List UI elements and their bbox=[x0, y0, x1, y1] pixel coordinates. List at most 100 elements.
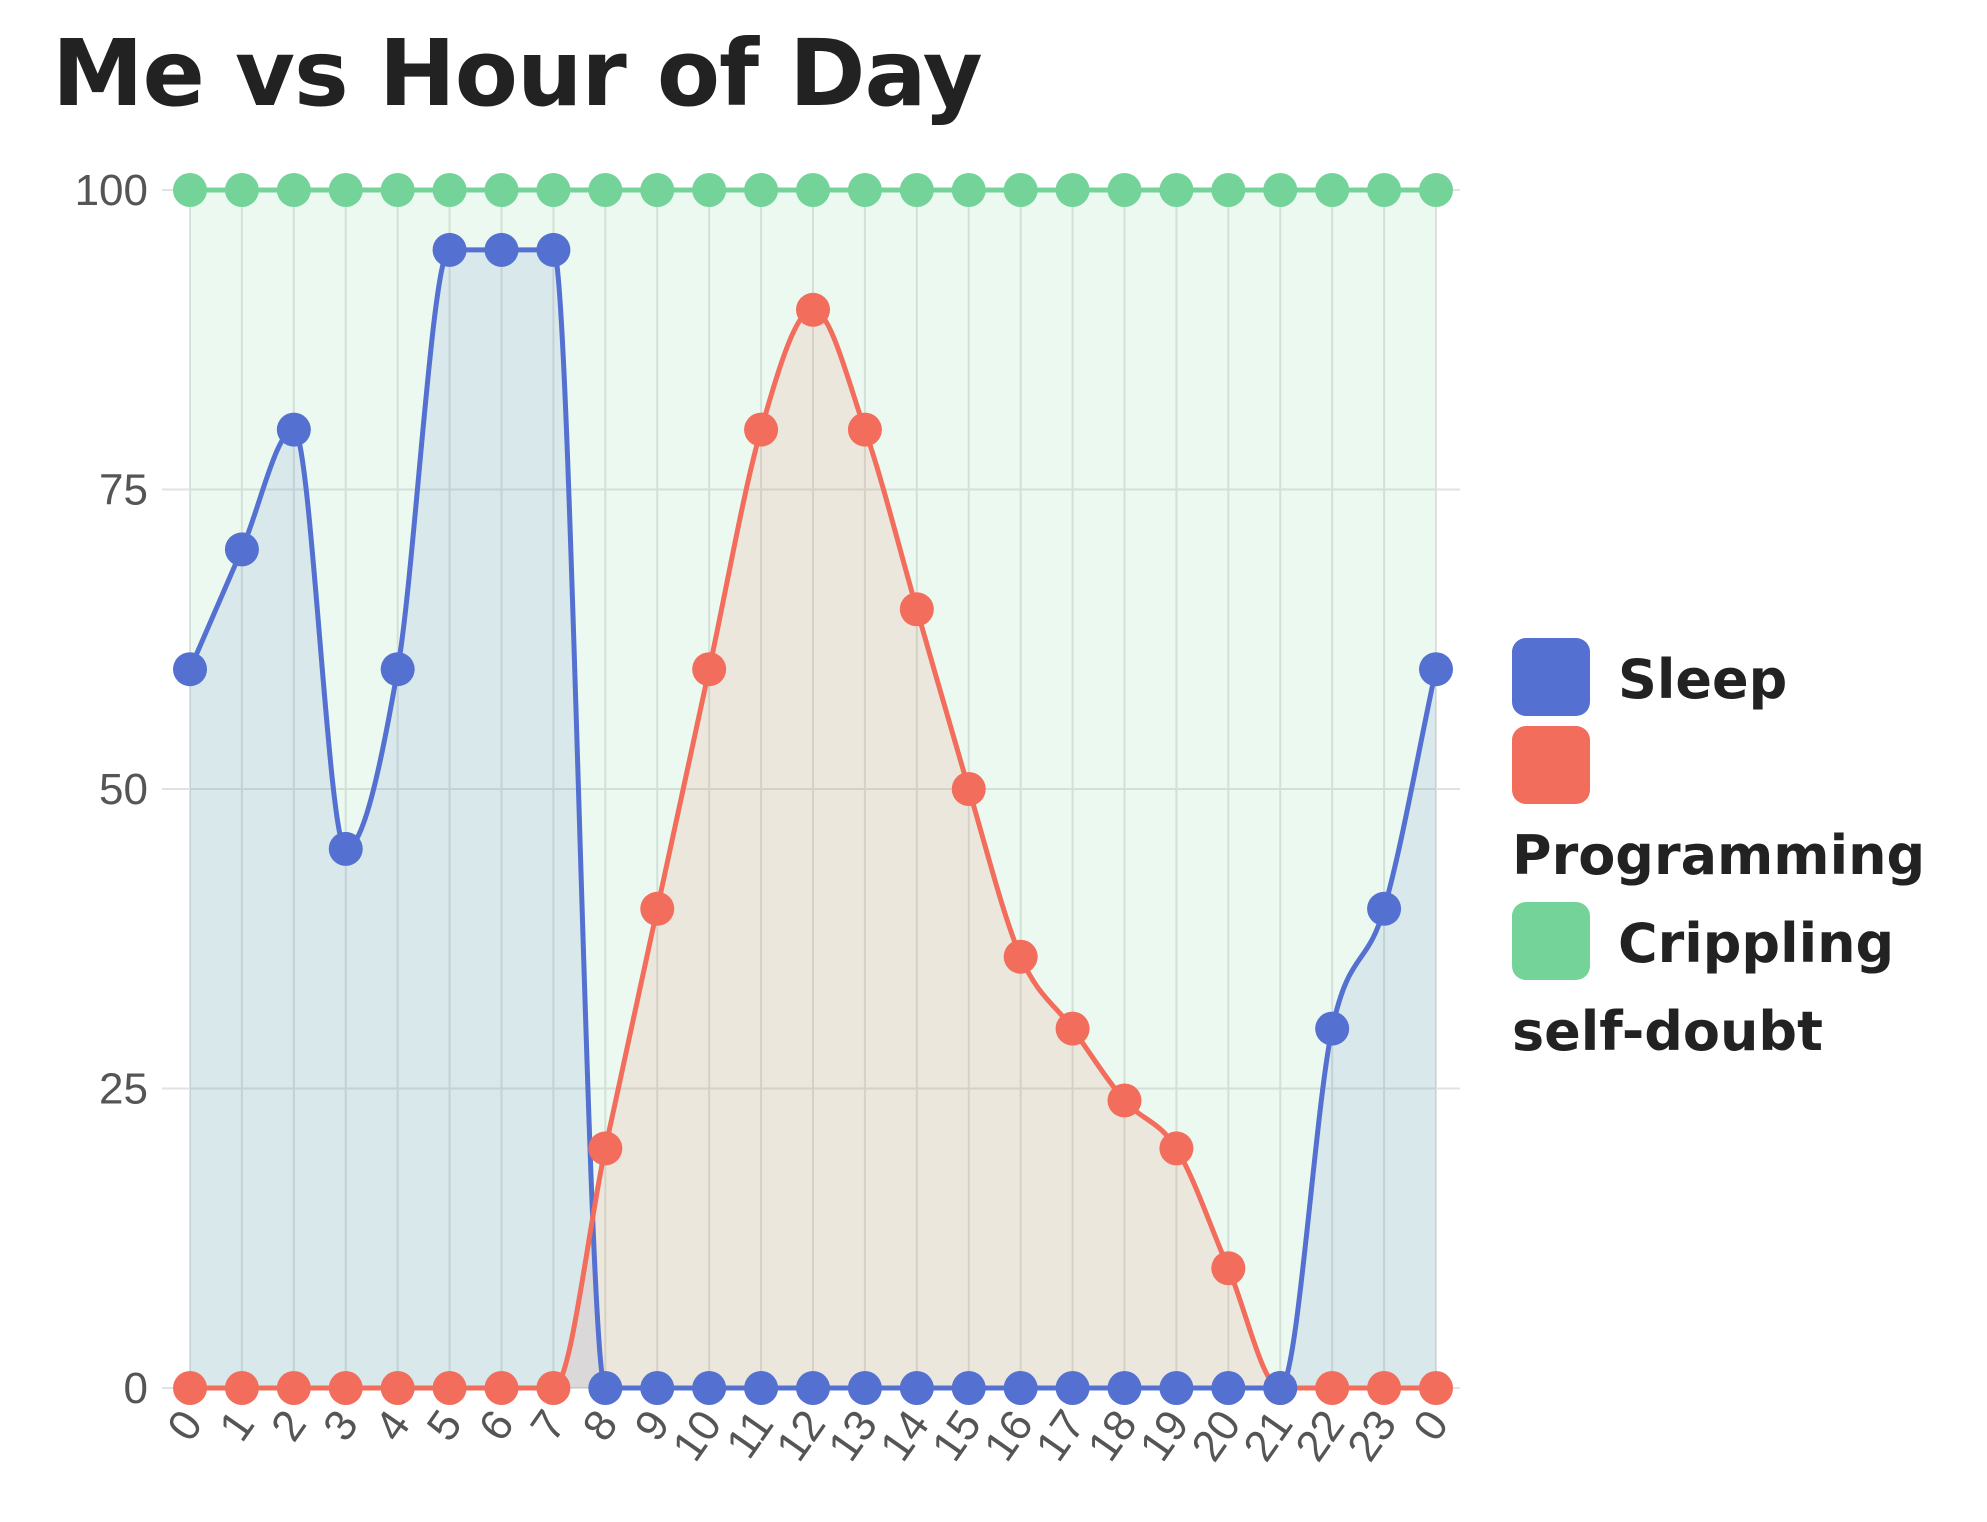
y-tick-label: 50 bbox=[99, 765, 148, 814]
programming-point[interactable] bbox=[224, 1371, 259, 1405]
sleep-point[interactable] bbox=[173, 652, 207, 687]
x-tick-label: 2 bbox=[262, 1402, 316, 1450]
crippling-self-doubt-point[interactable] bbox=[1211, 173, 1246, 207]
programming-point[interactable] bbox=[744, 412, 779, 447]
crippling-self-doubt-point[interactable] bbox=[1159, 173, 1194, 207]
programming-point[interactable] bbox=[1107, 1083, 1142, 1118]
sleep-point[interactable] bbox=[1107, 1371, 1142, 1405]
programming-point[interactable] bbox=[588, 1131, 623, 1166]
programming-point[interactable] bbox=[276, 1371, 311, 1405]
y-tick-label: 100 bbox=[75, 166, 148, 215]
sleep-point[interactable] bbox=[1315, 1011, 1350, 1046]
programming-point[interactable] bbox=[847, 412, 882, 447]
sleep-area bbox=[190, 249, 1436, 1388]
y-tick-label: 0 bbox=[124, 1364, 148, 1413]
legend: Sleep Programming Crippling self-doubt bbox=[1512, 636, 1982, 1076]
x-tick-label: 23 bbox=[1338, 1402, 1406, 1470]
sleep-point[interactable] bbox=[276, 412, 311, 447]
programming-point[interactable] bbox=[951, 772, 986, 806]
x-tick-label: 3 bbox=[314, 1402, 368, 1450]
sleep-point[interactable] bbox=[847, 1371, 882, 1405]
crippling-self-doubt-point[interactable] bbox=[692, 173, 727, 207]
crippling-self-doubt-point[interactable] bbox=[224, 173, 259, 207]
legend-item-programming[interactable]: Programming bbox=[1512, 724, 1982, 900]
crippling-self-doubt-point[interactable] bbox=[484, 173, 519, 207]
sleep-point[interactable] bbox=[1367, 891, 1402, 926]
x-tick-label: 1 bbox=[210, 1402, 264, 1450]
programming-point[interactable] bbox=[1159, 1131, 1194, 1166]
programming-point[interactable] bbox=[380, 1371, 415, 1405]
crippling-self-doubt-point[interactable] bbox=[432, 173, 467, 207]
sleep-point[interactable] bbox=[1055, 1371, 1090, 1405]
crippling-self-doubt-point[interactable] bbox=[796, 173, 830, 207]
programming-point[interactable] bbox=[1367, 1371, 1402, 1405]
crippling-self-doubt-point[interactable] bbox=[899, 173, 934, 207]
sleep-point[interactable] bbox=[380, 652, 415, 687]
x-tick-label: 0 bbox=[1404, 1402, 1458, 1450]
programming-point[interactable] bbox=[899, 592, 934, 627]
crippling-self-doubt-point[interactable] bbox=[173, 173, 207, 207]
crippling-self-doubt-point[interactable] bbox=[1315, 173, 1350, 207]
programming-point[interactable] bbox=[432, 1371, 467, 1405]
legend-swatch-programming bbox=[1512, 726, 1590, 804]
sleep-point[interactable] bbox=[692, 1371, 727, 1405]
crippling-self-doubt-point[interactable] bbox=[1003, 173, 1038, 207]
x-tick-label: 0 bbox=[158, 1402, 212, 1450]
sleep-point[interactable] bbox=[1211, 1371, 1246, 1405]
sleep-point[interactable] bbox=[1419, 652, 1453, 687]
x-tick-label: 4 bbox=[366, 1402, 420, 1450]
crippling-self-doubt-point[interactable] bbox=[276, 173, 311, 207]
legend-item-sleep[interactable]: Sleep bbox=[1512, 636, 1982, 724]
sleep-point[interactable] bbox=[1003, 1371, 1038, 1405]
crippling-self-doubt-point[interactable] bbox=[951, 173, 986, 207]
x-tick-label: 6 bbox=[470, 1402, 524, 1450]
programming-point[interactable] bbox=[1211, 1251, 1246, 1286]
y-axis-ticks: 0 25 50 75 100 bbox=[75, 166, 148, 1413]
legend-label-crippling-self-doubt: Crippling self-doubt bbox=[1512, 912, 1895, 1063]
sleep-point[interactable] bbox=[796, 1371, 830, 1405]
sleep-point[interactable] bbox=[951, 1371, 986, 1405]
programming-point[interactable] bbox=[796, 292, 830, 327]
crippling-self-doubt-point[interactable] bbox=[1367, 173, 1402, 207]
x-tick-label: 7 bbox=[521, 1402, 575, 1450]
sleep-point[interactable] bbox=[224, 532, 259, 567]
sleep-point[interactable] bbox=[899, 1371, 934, 1405]
crippling-self-doubt-point[interactable] bbox=[1055, 173, 1090, 207]
crippling-self-doubt-point[interactable] bbox=[380, 173, 415, 207]
programming-point[interactable] bbox=[328, 1371, 363, 1405]
crippling-self-doubt-point[interactable] bbox=[1419, 173, 1453, 207]
chart-title: Me vs Hour of Day bbox=[52, 20, 983, 127]
sleep-point[interactable] bbox=[432, 232, 467, 267]
sleep-point[interactable] bbox=[536, 232, 571, 267]
programming-point[interactable] bbox=[536, 1371, 571, 1405]
programming-point[interactable] bbox=[484, 1371, 519, 1405]
y-tick-label: 25 bbox=[99, 1065, 148, 1114]
crippling-self-doubt-point[interactable] bbox=[588, 173, 623, 207]
x-tick-label: 8 bbox=[573, 1402, 627, 1450]
sleep-point[interactable] bbox=[328, 831, 363, 866]
legend-swatch-sleep bbox=[1512, 638, 1590, 716]
crippling-self-doubt-point[interactable] bbox=[847, 173, 882, 207]
sleep-point[interactable] bbox=[588, 1371, 623, 1405]
crippling-self-doubt-point[interactable] bbox=[1107, 173, 1142, 207]
programming-point[interactable] bbox=[1315, 1371, 1350, 1405]
sleep-point[interactable] bbox=[1159, 1371, 1194, 1405]
programming-point[interactable] bbox=[640, 891, 675, 926]
sleep-point[interactable] bbox=[484, 232, 519, 267]
programming-point[interactable] bbox=[1055, 1011, 1090, 1046]
programming-point[interactable] bbox=[692, 652, 727, 687]
sleep-point[interactable] bbox=[640, 1371, 675, 1405]
crippling-self-doubt-point[interactable] bbox=[536, 173, 571, 207]
crippling-self-doubt-point[interactable] bbox=[640, 173, 675, 207]
programming-point[interactable] bbox=[1419, 1371, 1453, 1405]
crippling-self-doubt-point[interactable] bbox=[328, 173, 363, 207]
programming-point[interactable] bbox=[173, 1371, 207, 1405]
legend-item-crippling-self-doubt[interactable]: Crippling self-doubt bbox=[1512, 900, 1982, 1076]
crippling-self-doubt-point[interactable] bbox=[1263, 173, 1298, 207]
programming-point[interactable] bbox=[1003, 939, 1038, 974]
x-tick-label: 5 bbox=[418, 1402, 472, 1450]
sleep-point[interactable] bbox=[1263, 1371, 1298, 1405]
sleep-point[interactable] bbox=[744, 1371, 779, 1405]
crippling-self-doubt-point[interactable] bbox=[744, 173, 779, 207]
